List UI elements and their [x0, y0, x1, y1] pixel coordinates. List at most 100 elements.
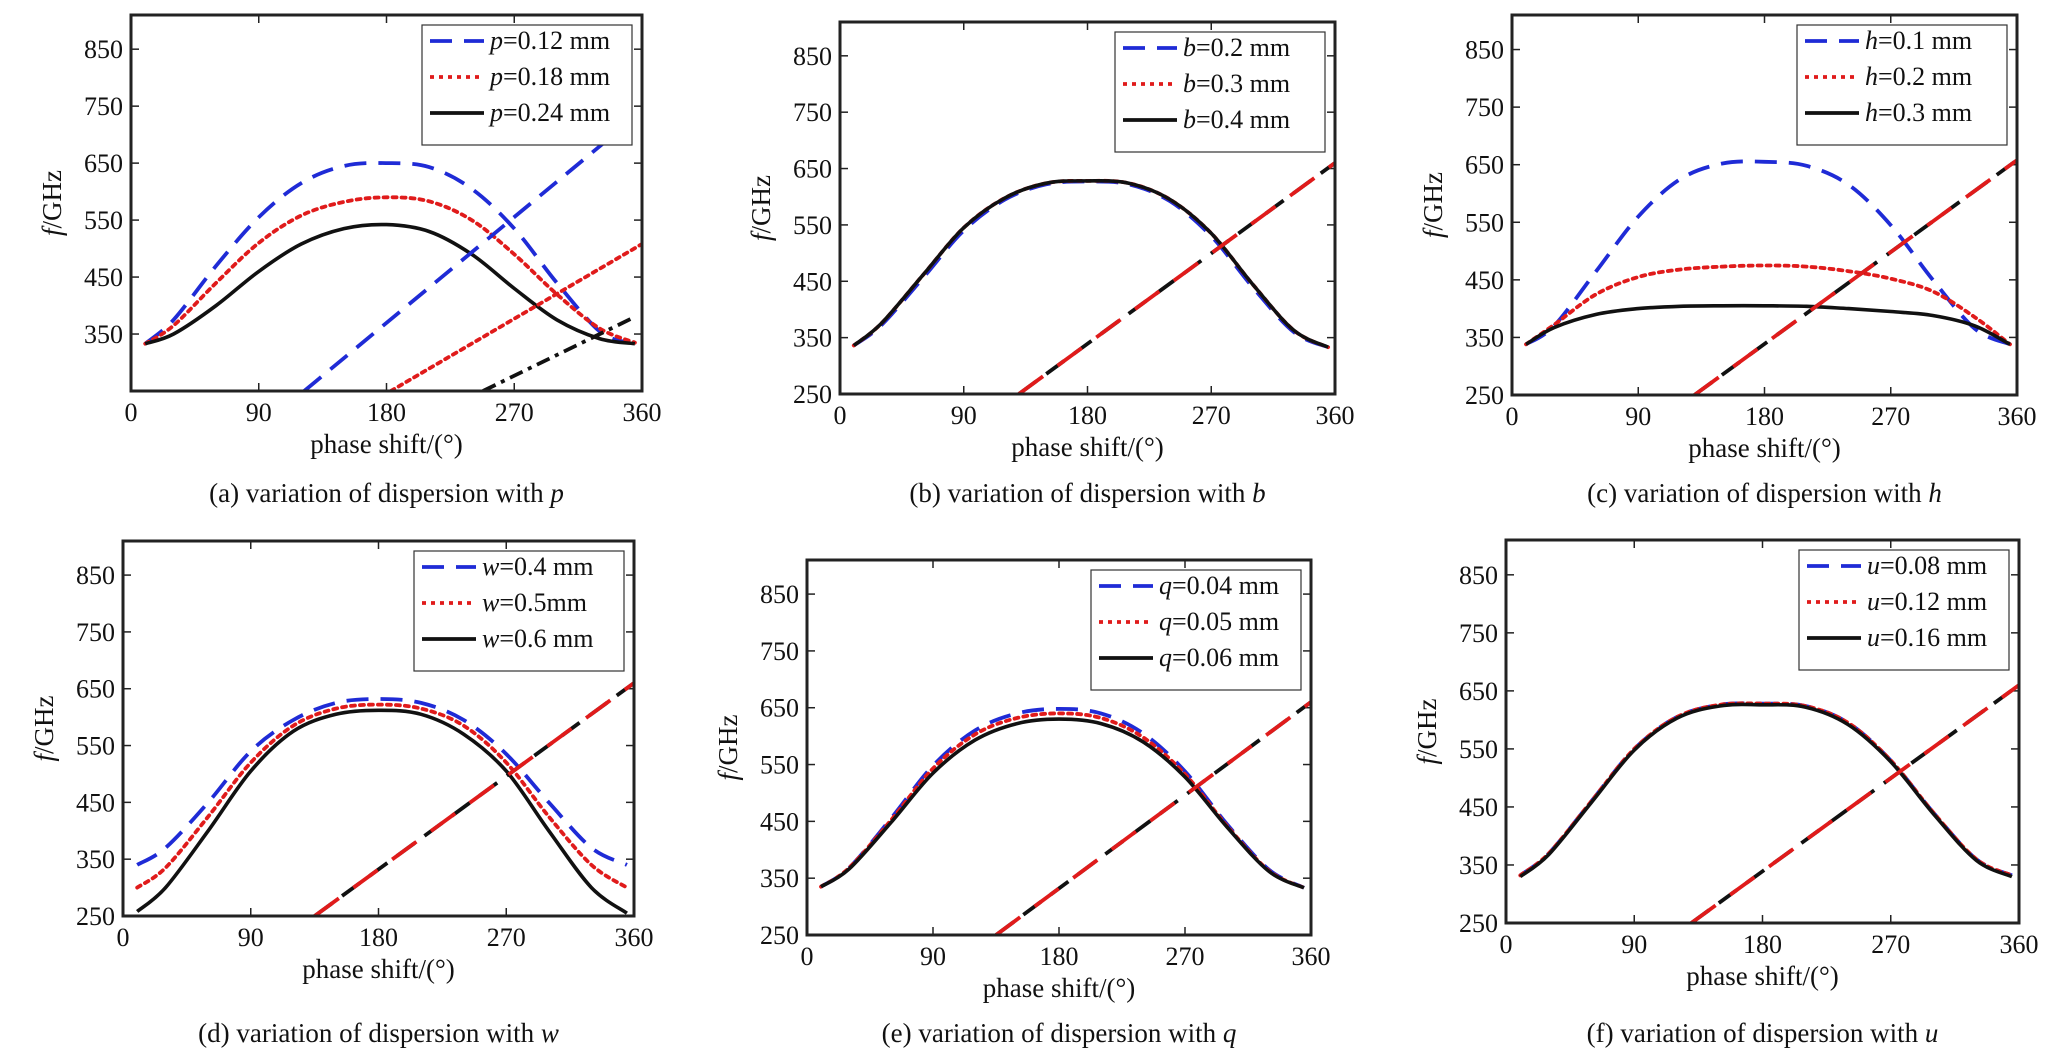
series-line-p-0 — [143, 161, 629, 346]
series-group — [1518, 683, 2019, 923]
y-tick-label: 650 — [76, 675, 115, 704]
panel-caption: (d) variation of dispersion with w — [198, 1018, 559, 1048]
series-group — [1524, 158, 2017, 395]
y-axis-var: f — [1412, 754, 1442, 765]
y-tick-label: 350 — [76, 845, 115, 874]
x-axis-label: phase shift/(°) — [1011, 432, 1164, 462]
legend-var: b — [1183, 33, 1196, 62]
x-tick-label: 0 — [1500, 930, 1513, 959]
x-tick-label: 270 — [487, 923, 526, 952]
y-tick-label: 850 — [1459, 561, 1498, 590]
y-axis-label: f/GHz — [29, 695, 59, 761]
light-line-4 — [1690, 683, 2019, 923]
legend-value: =0.05 mm — [1172, 607, 1279, 636]
series-line-q-1 — [819, 711, 1306, 890]
legend-var: w — [482, 588, 500, 617]
legend-label: u=0.08 mm — [1867, 551, 1987, 580]
panel-caption: (a) variation of dispersion with p — [209, 478, 564, 508]
legend-value: =0.5mm — [499, 588, 587, 617]
y-tick-label: 550 — [1465, 208, 1504, 237]
series-line-u-1 — [1518, 701, 2014, 878]
y-tick-label: 450 — [84, 263, 123, 292]
y-axis-label: f/GHz — [37, 170, 67, 236]
legend-value: =0.08 mm — [1880, 551, 1987, 580]
x-tick-label: 0 — [117, 923, 130, 952]
x-tick-label: 360 — [1292, 942, 1331, 971]
legend-label: w=0.6 mm — [482, 624, 593, 653]
legend-box — [413, 550, 625, 672]
legend-value: =0.4 mm — [1196, 105, 1290, 134]
legend: b=0.2 mmb=0.3 mmb=0.4 mm — [1114, 31, 1326, 153]
legend-value: =0.1 mm — [1878, 26, 1972, 55]
plot-frame — [1510, 13, 2019, 397]
legend-label: w=0.4 mm — [482, 552, 593, 581]
y-tick-label: 350 — [1459, 851, 1498, 880]
series-line-h-0 — [1524, 159, 2011, 347]
legend-value: =0.6 mm — [499, 624, 593, 653]
legend-var: p — [488, 62, 503, 91]
x-tick-label: 270 — [1871, 402, 1910, 431]
series-line-u-2 — [1519, 702, 2013, 879]
legend: q=0.04 mmq=0.05 mmq=0.06 mm — [1090, 569, 1302, 691]
legend-var: h — [1865, 98, 1878, 127]
y-tick-label: 650 — [760, 694, 799, 723]
legend-var: q — [1159, 607, 1172, 636]
x-tick-label: 0 — [125, 398, 138, 427]
x-tick-label: 90 — [246, 398, 272, 427]
plot-frame — [805, 558, 1313, 937]
legend-box — [1090, 569, 1302, 691]
legend-value: =0.4 mm — [499, 552, 593, 581]
y-axis-unit: /GHz — [1412, 698, 1442, 756]
caption-text: (e) variation of dispersion with — [882, 1018, 1223, 1048]
x-tick-label: 0 — [801, 942, 814, 971]
legend-var: h — [1865, 26, 1878, 55]
legend: w=0.4 mm w=0.5mm w=0.6 mm — [413, 550, 625, 672]
light-line-4 — [388, 242, 642, 391]
light-line-3 — [1017, 161, 1335, 394]
legend-label: h=0.3 mm — [1865, 98, 1972, 127]
legend-var: q — [1159, 643, 1172, 672]
legend-var: q — [1159, 571, 1172, 600]
legend-value: =0.16 mm — [1880, 623, 1987, 652]
x-tick-label: 180 — [367, 398, 406, 427]
x-tick-label: 270 — [1871, 930, 1910, 959]
series-line-p-2 — [144, 222, 636, 346]
y-axis-var: f — [29, 751, 59, 762]
x-tick-label: 270 — [1166, 942, 1205, 971]
caption-var: u — [1925, 1018, 1939, 1048]
y-tick-label: 850 — [1465, 36, 1504, 65]
y-axis-var: f — [746, 230, 776, 241]
x-axis-label: phase shift/(°) — [302, 954, 455, 984]
y-tick-label: 850 — [760, 580, 799, 609]
light-line-4 — [994, 700, 1311, 935]
legend-var: u — [1867, 623, 1880, 652]
y-tick-label: 450 — [760, 807, 799, 836]
light-line-3 — [994, 700, 1311, 935]
y-tick-label: 250 — [76, 902, 115, 931]
y-axis-unit: /GHz — [746, 175, 776, 233]
y-tick-label: 350 — [793, 324, 832, 353]
y-axis-var: f — [1418, 227, 1448, 238]
y-axis-unit: /GHz — [37, 170, 67, 228]
y-tick-label: 750 — [76, 618, 115, 647]
y-tick-label: 450 — [76, 788, 115, 817]
plot-frame — [1504, 538, 2021, 925]
y-tick-label: 750 — [793, 98, 832, 127]
panel-caption: (b) variation of dispersion with b — [909, 478, 1265, 508]
series-line-q-0 — [819, 706, 1305, 890]
caption-text: (d) variation of dispersion with — [198, 1018, 541, 1048]
y-tick-label: 350 — [84, 320, 123, 349]
legend-label: b=0.4 mm — [1183, 105, 1290, 134]
caption-var: q — [1223, 1018, 1237, 1048]
y-tick-label: 850 — [84, 35, 123, 64]
y-tick-label: 250 — [760, 921, 799, 950]
caption-text: (b) variation of dispersion with — [909, 478, 1252, 508]
y-tick-label: 350 — [1465, 323, 1504, 352]
legend-label: h=0.1 mm — [1865, 26, 1972, 55]
legend-value: =0.2 mm — [1878, 62, 1972, 91]
series-line-w-2 — [136, 708, 628, 915]
x-tick-label: 90 — [951, 401, 977, 430]
caption-var: w — [541, 1018, 559, 1048]
